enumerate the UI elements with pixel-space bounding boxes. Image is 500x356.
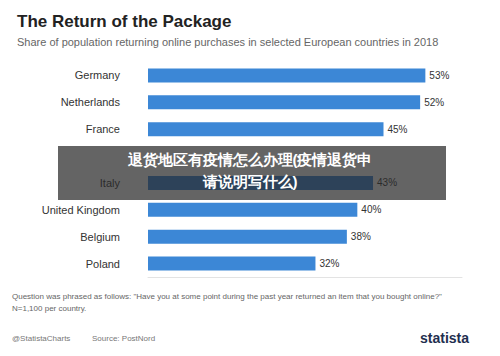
svg-text:32%: 32% — [319, 258, 339, 269]
svg-text:52%: 52% — [424, 97, 444, 108]
svg-text:请说明写什么): 请说明写什么) — [202, 173, 298, 190]
svg-text:Belgium: Belgium — [80, 231, 120, 243]
svg-text:40%: 40% — [361, 204, 381, 215]
svg-text:Source: PostNord: Source: PostNord — [92, 334, 155, 343]
svg-text:The Return of the Package: The Return of the Package — [17, 12, 231, 31]
svg-text:France: France — [86, 123, 120, 135]
svg-text:Share of population returning: Share of population returning online pur… — [17, 36, 438, 48]
svg-text:N=1,100 per country.: N=1,100 per country. — [12, 304, 86, 313]
svg-text:Question was phrased as follow: Question was phrased as follows: "Have y… — [12, 292, 442, 301]
svg-text:Germany: Germany — [75, 69, 121, 81]
svg-text:45%: 45% — [388, 124, 408, 135]
svg-text:United Kingdom: United Kingdom — [42, 204, 120, 216]
svg-text:53%: 53% — [429, 70, 449, 81]
svg-text:statista: statista — [420, 330, 469, 346]
svg-text:@StatistaCharts: @StatistaCharts — [12, 334, 70, 343]
svg-text:退货地区有疫情怎么办理(疫情退货申: 退货地区有疫情怎么办理(疫情退货申 — [127, 151, 373, 168]
svg-text:38%: 38% — [351, 231, 371, 242]
svg-text:Netherlands: Netherlands — [61, 96, 121, 108]
svg-text:Poland: Poland — [86, 258, 120, 270]
